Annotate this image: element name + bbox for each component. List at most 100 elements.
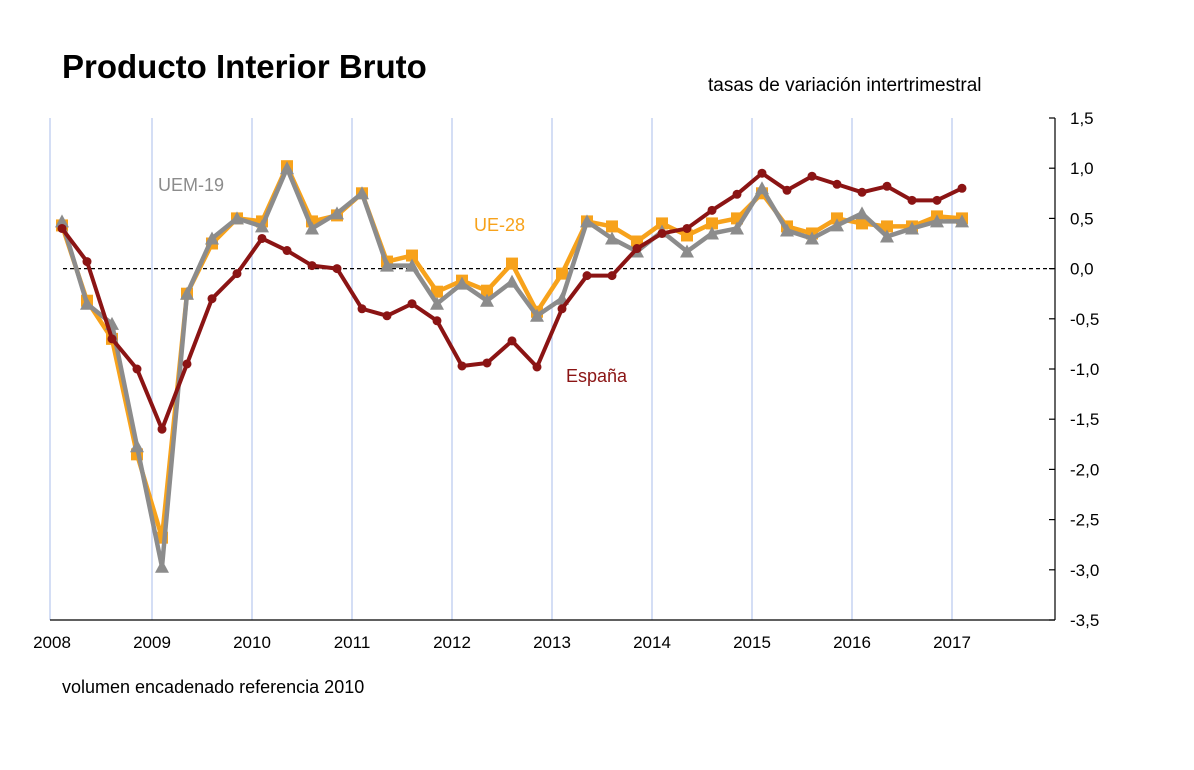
data-point [656,217,668,230]
data-point [705,226,719,240]
x-tick-label: 2011 [334,633,371,652]
data-point [932,195,942,205]
series-label: UEM-19 [158,175,224,195]
data-point [930,214,944,228]
data-point [207,294,217,304]
data-point [606,220,618,233]
data-point [831,212,843,225]
data-point [830,218,844,232]
data-point [530,308,544,322]
data-point [282,246,292,256]
y-tick-label: 1,0 [1070,159,1094,178]
data-point [80,296,94,310]
data-point [431,285,443,298]
series-label: España [566,366,628,386]
data-point [107,334,117,344]
x-tick-label: 2016 [833,633,871,652]
data-point [82,257,92,267]
data-point [732,189,742,199]
data-point [55,214,69,228]
data-point [455,276,469,290]
chart-footnote: volumen encadenado referencia 2010 [62,677,365,697]
data-point [157,424,167,434]
data-point [707,205,717,215]
data-point [182,359,192,369]
x-tick-label: 2010 [233,633,271,652]
data-point [907,195,917,205]
data-point [780,223,794,237]
y-tick-label: -3,0 [1070,561,1099,580]
data-point [505,274,519,288]
data-point [857,187,867,197]
data-point [681,229,693,242]
y-tick-label: -0,5 [1070,310,1099,329]
y-tick-label: -2,0 [1070,460,1099,479]
data-point [657,228,667,238]
data-point [180,286,194,300]
data-point [257,233,267,243]
data-point [307,261,317,271]
data-point [805,231,819,245]
data-point [855,206,869,220]
data-point [682,223,692,233]
series-label: UE-28 [474,215,525,235]
data-point [481,284,493,297]
data-point [357,304,367,314]
data-point [232,269,242,279]
data-point [506,257,518,270]
y-tick-label: -2,5 [1070,511,1099,530]
data-point [856,217,868,230]
data-point [680,244,694,258]
data-point [305,221,319,235]
data-point [706,217,718,230]
data-point [757,168,767,178]
data-point [330,206,344,220]
data-point [57,223,67,233]
data-point [480,293,494,307]
data-point [255,219,269,233]
data-point [755,181,769,195]
data-point [955,214,969,228]
data-point [406,249,418,262]
data-point [832,179,842,189]
y-tick-label: -3,5 [1070,611,1099,630]
chart-title: Producto Interior Bruto [62,48,427,85]
data-point [230,211,244,225]
y-tick-label: -1,5 [1070,410,1099,429]
data-point [632,244,642,254]
data-point [582,271,592,281]
data-point [556,267,568,280]
x-tick-label: 2009 [133,633,171,652]
data-point [607,271,617,281]
data-point [382,311,392,321]
chart-subtitle: tasas de variación intertrimestral [708,75,982,96]
data-point [132,364,142,374]
data-point [332,264,342,274]
data-point [532,362,542,372]
data-point [605,231,619,245]
data-point [507,336,517,346]
x-tick-label: 2017 [933,633,971,652]
data-point [807,171,817,181]
data-point [880,229,894,243]
y-tick-label: 0,0 [1070,260,1094,279]
x-tick-label: 2014 [633,633,671,652]
data-point [355,186,369,200]
data-point [205,231,219,245]
data-point [482,358,492,368]
data-point [380,258,394,272]
data-point [432,316,442,326]
data-point [405,258,419,272]
data-point [130,439,144,453]
data-point [280,161,294,175]
data-point [881,220,893,233]
x-tick-label: 2012 [433,633,471,652]
data-point [430,296,444,310]
y-tick-label: -1,0 [1070,360,1099,379]
y-tick-label: 0,5 [1070,209,1094,228]
data-point [155,559,169,573]
data-point [407,299,417,309]
data-point [905,221,919,235]
data-point [957,183,967,193]
data-point [782,185,792,195]
